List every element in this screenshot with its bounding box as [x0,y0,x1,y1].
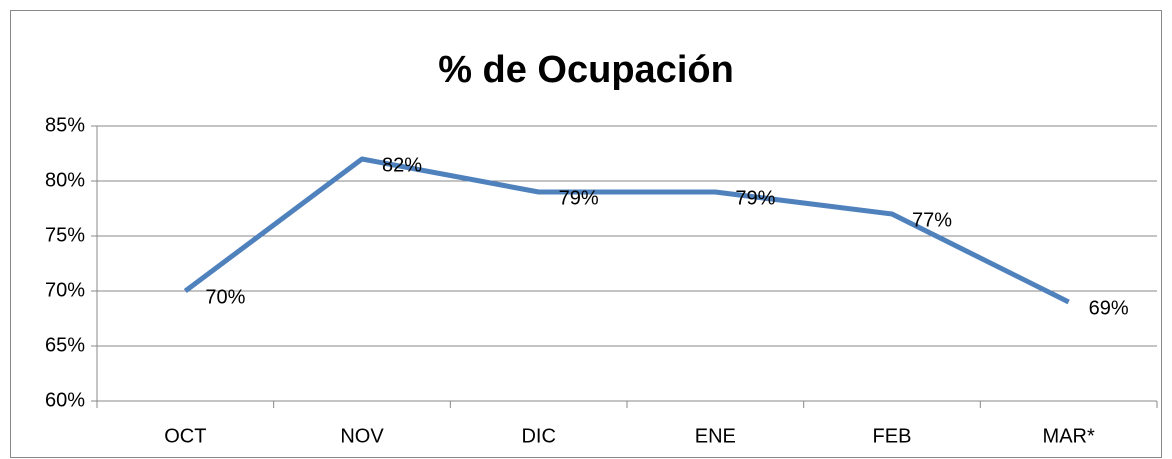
data-label: 82% [382,154,422,176]
y-tick-label: 80% [45,169,85,191]
x-tick-label: DIC [521,425,555,447]
y-tick-label: 60% [45,389,85,411]
y-tick-label: 75% [45,224,85,246]
x-tick-label: NOV [340,425,384,447]
line [183,156,1070,305]
data-label: 70% [205,286,245,308]
y-tick-label: 85% [45,114,85,136]
x-tick-label: FEB [873,425,912,447]
data-label: 79% [559,187,599,209]
chart-title: % de Ocupación [438,49,734,91]
x-tick-label: OCT [164,425,206,447]
y-tick-label: 65% [45,334,85,356]
chart-border [10,10,1162,458]
x-tick-label: ENE [695,425,736,447]
y-tick-label: 70% [45,279,85,301]
data-label: 77% [912,209,952,231]
data-label: 79% [735,187,775,209]
data-label: 69% [1089,297,1129,319]
x-tick-label: MAR* [1043,425,1095,447]
